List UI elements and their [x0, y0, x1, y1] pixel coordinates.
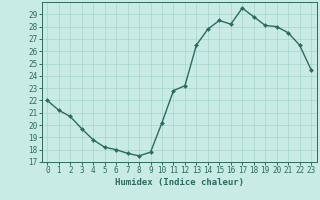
X-axis label: Humidex (Indice chaleur): Humidex (Indice chaleur)	[115, 178, 244, 187]
